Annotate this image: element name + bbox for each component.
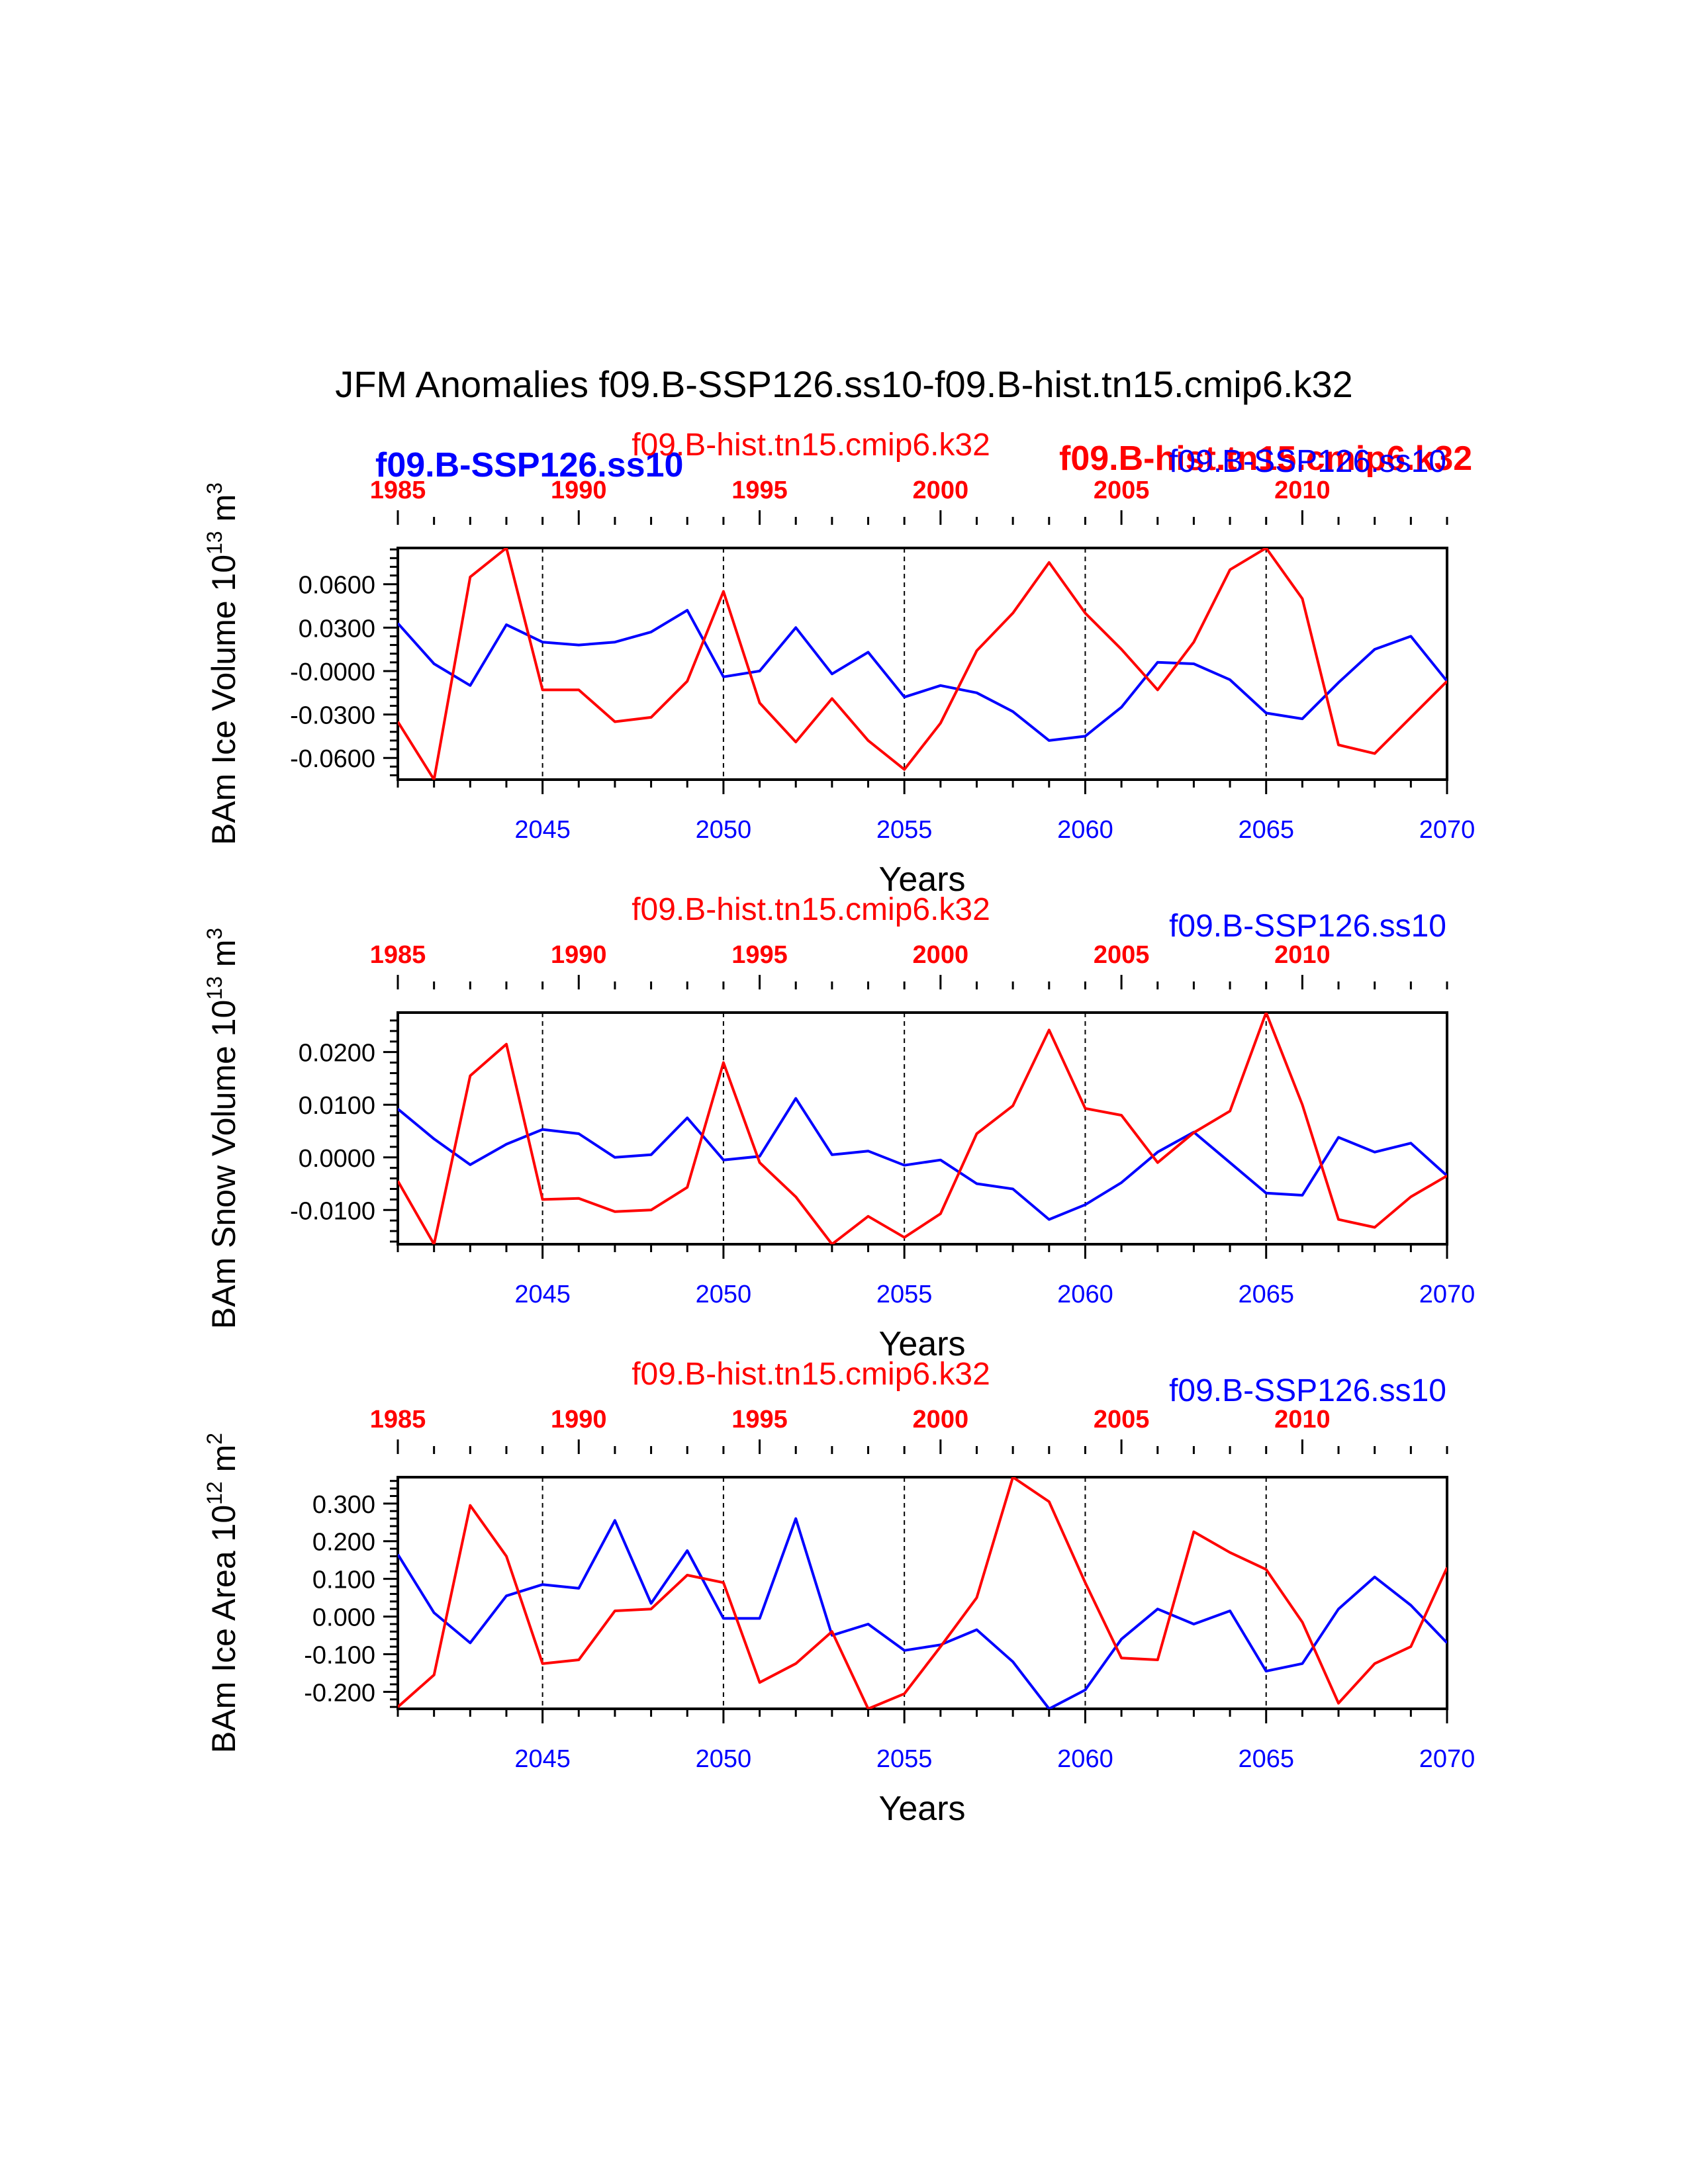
y-tick-label: -0.0600	[290, 745, 375, 773]
x-tick-label: 2065	[1238, 1281, 1294, 1308]
top-label-hist: f09.B-hist.tn15.cmip6.k32	[632, 1357, 990, 1392]
x-tick-label: 2055	[876, 816, 933, 844]
plot-frame	[397, 1011, 1448, 1246]
x-tick-label: 2045	[514, 816, 571, 844]
plot-frame	[397, 1476, 1448, 1710]
panels: 0.0600 0.0300 -0.0000 -0.0300 -0.0600 2045 205…	[203, 428, 1475, 1828]
top-label-future: f09.B-SSP126.ss10	[1169, 909, 1446, 944]
series-line-future	[398, 1097, 1447, 1221]
x-tick-label: 2050	[696, 1281, 752, 1308]
x-tick-label: 2050	[696, 816, 752, 844]
y-tick-label: -0.100	[304, 1641, 375, 1669]
y-axis-label: BAm Snow Volume 1013 m3	[203, 928, 242, 1329]
top-tick-label: 1990	[551, 941, 607, 969]
panel-1: 0.0600 0.0300 -0.0000 -0.0300 -0.0600 2045 205…	[203, 428, 1475, 899]
legend-overlay-future: f09.B-SSP126.ss10	[375, 446, 683, 484]
y-tick-label: -0.0000	[290, 659, 375, 686]
y-tick-label: -0.200	[304, 1679, 375, 1707]
y-tick-label: 0.0200	[299, 1040, 375, 1068]
series-line-future	[398, 1517, 1447, 1709]
x-tick-label: 2070	[1419, 1745, 1476, 1773]
series-line-hist	[398, 1013, 1447, 1244]
x-tick-label: 2045	[514, 1281, 571, 1308]
x-axis-label: Years	[878, 860, 965, 899]
legend-overlay-hist: f09.B-hist.tn15.cmip6.k32	[1059, 439, 1472, 478]
y-tick-label: 0.000	[312, 1604, 375, 1632]
y-tick-label: 0.0600	[299, 572, 375, 600]
top-tick-label: 1985	[370, 477, 426, 504]
y-axis-label: BAm Ice Volume 1013 m3	[203, 482, 242, 845]
top-label-future: f09.B-SSP126.ss10	[1169, 444, 1446, 479]
x-axis-label: Years	[878, 1325, 965, 1363]
x-tick-label: 2050	[696, 1745, 752, 1773]
plot-frame	[397, 547, 1448, 781]
top-tick-label: 2005	[1094, 1406, 1150, 1433]
top-tick-label: 2005	[1094, 941, 1150, 969]
top-tick-label: 1995	[731, 941, 788, 969]
top-tick-label: 1990	[551, 1406, 607, 1433]
x-axis-label: Years	[878, 1790, 965, 1828]
x-tick-label: 2055	[876, 1281, 933, 1308]
series-line-future	[398, 609, 1447, 742]
top-tick-label: 1995	[731, 1406, 788, 1433]
series-line-hist	[398, 1477, 1447, 1709]
top-tick-label: 2000	[913, 1406, 969, 1433]
top-tick-label: 2010	[1274, 941, 1331, 969]
top-tick-label: 2000	[913, 477, 969, 504]
panel-3: 0.300 0.200 0.100 0.000 -0.100 -0.200 2045 2050…	[203, 1357, 1475, 1828]
x-tick-label: 2060	[1057, 816, 1113, 844]
top-tick-label: 1985	[370, 1406, 426, 1433]
y-tick-label: 0.300	[312, 1491, 375, 1519]
top-tick-label: 1995	[731, 477, 788, 504]
y-tick-label: -0.0300	[290, 702, 375, 730]
x-tick-label: 2065	[1238, 1745, 1294, 1773]
x-tick-label: 2060	[1057, 1745, 1113, 1773]
x-tick-label: 2070	[1419, 816, 1476, 844]
x-tick-label: 2045	[514, 1745, 571, 1773]
top-label-hist: f09.B-hist.tn15.cmip6.k32	[632, 428, 990, 463]
x-tick-label: 2065	[1238, 816, 1294, 844]
y-tick-label: 0.100	[312, 1567, 375, 1594]
x-tick-label: 2070	[1419, 1281, 1476, 1308]
figure-title: JFM Anomalies f09.B-SSP126.ss10-f09.B-hi…	[335, 363, 1353, 405]
y-tick-label: -0.0100	[290, 1197, 375, 1225]
y-tick-label: 0.0000	[299, 1145, 375, 1173]
y-axis-label: BAm Ice Area 1012 m2	[203, 1433, 242, 1753]
y-tick-label: 0.0300	[299, 615, 375, 643]
top-tick-label: 2000	[913, 941, 969, 969]
top-tick-label: 2005	[1094, 477, 1150, 504]
x-tick-label: 2060	[1057, 1281, 1113, 1308]
top-tick-label: 2010	[1274, 1406, 1331, 1433]
top-label-hist: f09.B-hist.tn15.cmip6.k32	[632, 892, 990, 927]
top-label-future: f09.B-SSP126.ss10	[1169, 1373, 1446, 1408]
top-tick-label: 1985	[370, 941, 426, 969]
panel-2: 0.0200 0.0100 0.0000 -0.0100 2045 2050 2055 206…	[203, 892, 1475, 1363]
series-line-hist	[398, 548, 1447, 780]
top-tick-label: 2010	[1274, 477, 1331, 504]
y-tick-label: 0.0100	[299, 1092, 375, 1120]
top-tick-label: 1990	[551, 477, 607, 504]
legend-overlay: f09.B-SSP126.ss10 f09.B-hist.tn15.cmip6.…	[375, 439, 1472, 484]
x-tick-label: 2055	[876, 1745, 933, 1773]
y-tick-label: 0.200	[312, 1529, 375, 1557]
